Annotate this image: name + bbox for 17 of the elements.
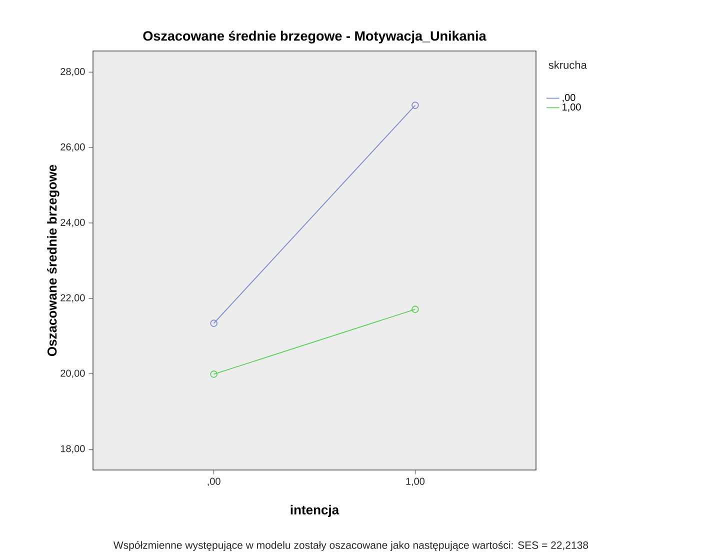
y-tick-label: 28,00 xyxy=(60,68,85,76)
text: Współzmienne występujące w modelu zostały oszacowane jako następujące wartości: SES = 22,2138 xyxy=(113,541,588,551)
point xyxy=(412,102,419,109)
point xyxy=(210,370,218,378)
point xyxy=(210,320,218,327)
y-tick-label: 22,00 xyxy=(60,294,85,303)
x-axis-title: intencja xyxy=(290,504,340,518)
y-tick-label: 24,00 xyxy=(60,218,85,228)
point xyxy=(412,306,419,313)
y-tick-label: 26,00 xyxy=(60,143,85,152)
y-tick-label: 18,00 xyxy=(60,445,85,454)
chart-title: Oszacowane średnie brzegowe - Motywacja_Unikania xyxy=(143,30,486,44)
y-axis-title: Oszacowane średnie brzegowe xyxy=(47,164,60,356)
legend-label: ,00 xyxy=(562,94,576,102)
legend-label: 1,00 xyxy=(562,103,581,112)
legend-title: skrucha xyxy=(548,60,587,69)
y-tick-label: 20,00 xyxy=(60,370,85,378)
